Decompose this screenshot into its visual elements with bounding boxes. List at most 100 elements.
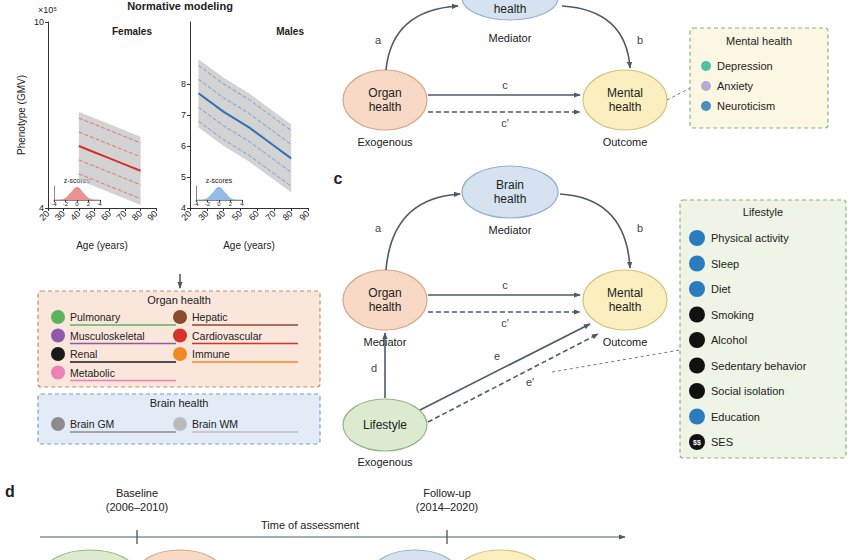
svg-text:health: health [369,300,402,314]
svg-text:Outcome: Outcome [603,136,648,148]
svg-text:-2: -2 [63,201,69,207]
svg-text:Phenotype (GMV): Phenotype (GMV) [16,75,27,155]
svg-text:d: d [5,483,15,500]
svg-text:health: health [494,192,527,206]
svg-text:2: 2 [87,201,91,207]
svg-text:-4: -4 [51,201,57,207]
svg-text:health: health [609,300,642,314]
svg-text:Education: Education [711,411,760,423]
svg-text:b: b [637,222,643,234]
svg-text:Baseline: Baseline [116,487,158,499]
svg-text:health: health [494,2,527,16]
svg-text:40: 40 [68,208,82,222]
svg-text:Sedentary behavior: Sedentary behavior [711,360,807,372]
svg-text:Follow-up: Follow-up [423,487,471,499]
svg-text:c′: c′ [501,117,509,129]
svg-text:b: b [637,34,643,46]
svg-text:health: health [369,100,402,114]
svg-text:Neuroticism: Neuroticism [717,100,775,112]
svg-text:30: 30 [53,208,67,222]
svg-text:(2006–2010): (2006–2010) [106,501,168,513]
svg-text:Exogenous: Exogenous [357,136,413,148]
svg-text:Mental: Mental [607,286,643,300]
svg-text:Pulmonary: Pulmonary [70,311,121,323]
svg-text:Organ health: Organ health [147,294,211,306]
svg-text:Age (years): Age (years) [223,240,275,251]
svg-text:Brain health: Brain health [150,397,209,409]
svg-text:health: health [609,100,642,114]
svg-text:0: 0 [217,201,221,207]
svg-text:20: 20 [37,208,51,222]
svg-text:Exogenous: Exogenous [357,456,413,468]
svg-text:SES: SES [711,436,733,448]
svg-text:Metabolic: Metabolic [70,367,115,379]
svg-text:7: 7 [181,110,186,120]
svg-text:Brain: Brain [496,178,524,192]
svg-text:50: 50 [84,208,98,222]
svg-text:-4: -4 [193,201,199,207]
svg-text:Physical activity: Physical activity [711,232,789,244]
svg-text:Age (years): Age (years) [76,240,128,251]
svg-text:4: 4 [240,201,244,207]
svg-text:Organ: Organ [368,86,401,100]
svg-text:Alcohol: Alcohol [711,334,747,346]
svg-text:a: a [375,34,382,46]
svg-text:Mental: Mental [607,86,643,100]
svg-text:Lifestyle: Lifestyle [743,206,783,218]
svg-text:×10⁵: ×10⁵ [38,5,57,15]
svg-text:Sleep: Sleep [711,258,739,270]
svg-text:Renal: Renal [70,348,97,360]
svg-text:5: 5 [181,172,186,182]
svg-text:Hepatic: Hepatic [192,311,228,323]
svg-text:80: 80 [130,208,144,222]
svg-text:6: 6 [181,141,186,151]
svg-text:70: 70 [264,208,278,222]
svg-text:$$: $$ [693,439,701,447]
svg-text:Males: Males [276,26,304,37]
svg-text:e: e [494,350,500,362]
svg-text:Smoking: Smoking [711,309,754,321]
svg-text:c: c [334,170,343,187]
svg-text:Social isolation: Social isolation [711,385,784,397]
svg-text:Depression: Depression [717,60,773,72]
svg-text:Mediator: Mediator [489,224,532,236]
svg-text:c′: c′ [501,317,509,329]
svg-text:2: 2 [229,201,233,207]
svg-text:Organ: Organ [368,286,401,300]
svg-text:a: a [375,222,382,234]
svg-text:90: 90 [297,208,311,222]
svg-text:d: d [371,362,377,374]
svg-text:Outcome: Outcome [603,336,648,348]
svg-text:Normative modeling: Normative modeling [127,0,233,12]
svg-text:c: c [502,79,508,91]
svg-text:50: 50 [230,208,244,222]
svg-text:20: 20 [179,208,193,222]
svg-text:Mental health: Mental health [726,35,792,47]
svg-text:-2: -2 [205,201,211,207]
svg-text:c: c [502,279,508,291]
svg-text:Diet: Diet [711,283,731,295]
svg-text:Immune: Immune [192,348,230,360]
svg-text:Brain WM: Brain WM [192,418,238,430]
svg-text:10: 10 [34,17,44,27]
svg-text:0: 0 [75,201,79,207]
svg-text:8: 8 [181,79,186,89]
svg-text:Lifestyle: Lifestyle [363,418,407,432]
svg-text:Time of assessment: Time of assessment [261,519,359,531]
svg-text:40: 40 [213,208,227,222]
svg-text:70: 70 [115,208,129,222]
svg-text:z-scores: z-scores [206,177,233,184]
svg-text:80: 80 [281,208,295,222]
svg-text:(2014–2020): (2014–2020) [416,501,478,513]
svg-text:e′: e′ [526,376,534,388]
svg-text:Anxiety: Anxiety [717,80,754,92]
svg-text:Cardiovascular: Cardiovascular [192,330,263,342]
svg-text:4: 4 [98,201,102,207]
svg-text:60: 60 [247,208,261,222]
svg-text:Females: Females [112,26,152,37]
svg-text:Brain GM: Brain GM [70,418,114,430]
svg-text:90: 90 [145,208,159,222]
svg-text:30: 30 [196,208,210,222]
svg-text:Musculoskeletal: Musculoskeletal [70,330,145,342]
svg-text:Mediator: Mediator [489,32,532,44]
